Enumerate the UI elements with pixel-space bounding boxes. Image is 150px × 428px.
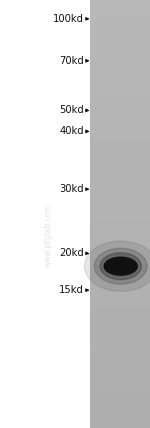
Text: 15kd: 15kd [59,285,84,295]
Ellipse shape [84,241,150,291]
Text: 30kd: 30kd [59,184,84,194]
Text: 50kd: 50kd [59,105,84,116]
Ellipse shape [94,248,147,284]
Text: 100kd: 100kd [53,14,84,24]
Text: 20kd: 20kd [59,248,84,259]
Ellipse shape [104,257,137,275]
Text: 70kd: 70kd [59,56,84,66]
Text: 40kd: 40kd [59,126,84,137]
Ellipse shape [100,253,141,280]
Text: www.ptglab.com: www.ptglab.com [44,204,52,267]
